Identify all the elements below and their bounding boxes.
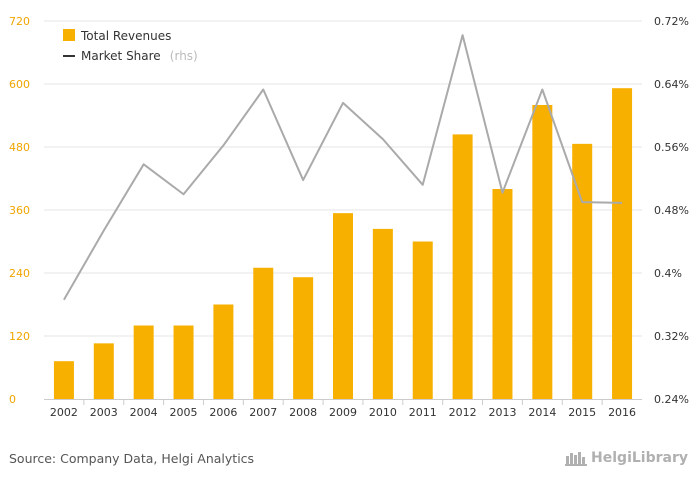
x-tick-label: 2007 [249, 406, 277, 419]
line-series [63, 34, 623, 301]
legend-label-market-share: Market Share (rhs) [81, 45, 198, 64]
left-tick-label: 360 [9, 204, 30, 217]
bar [572, 143, 593, 399]
x-tick-label: 2005 [170, 406, 198, 419]
x-tick-label: 2003 [90, 406, 118, 419]
library-icon [565, 452, 588, 466]
left-tick-label: 480 [9, 141, 30, 154]
bar [133, 325, 154, 399]
left-tick-label: 720 [9, 15, 30, 28]
x-tick-label: 2009 [329, 406, 357, 419]
legend: Total Revenues Market Share (rhs) [63, 29, 198, 64]
bar [532, 105, 553, 399]
right-tick-label: 0.72% [654, 15, 689, 28]
right-tick-label: 0.32% [654, 330, 689, 343]
legend-swatch-bar [63, 29, 75, 41]
bar [452, 134, 473, 399]
legend-label-market-share-suffix: (rhs) [170, 49, 198, 63]
right-tick-label: 0.56% [654, 141, 689, 154]
x-tick-label: 2004 [130, 406, 158, 419]
x-tick-label: 2002 [50, 406, 78, 419]
bar [412, 241, 433, 399]
x-tick-label: 2011 [409, 406, 437, 419]
right-tick-label: 0.64% [654, 78, 689, 91]
bar [53, 361, 74, 399]
bar [213, 304, 234, 399]
x-tick-label: 2006 [209, 406, 237, 419]
brand-logo: HelgiLibrary [565, 450, 688, 466]
x-axis-ticks: 2002 2003 2004 2005 2006 2007 2008 2009 2010 2011… [50, 399, 636, 419]
left-tick-label: 240 [9, 267, 30, 280]
source-note: Source: Company Data, Helgi Analytics [9, 451, 255, 466]
right-tick-label: 0.24% [654, 393, 689, 406]
brand-name: HelgiLibrary [591, 450, 688, 466]
bar [293, 277, 314, 399]
bar-series [53, 88, 633, 399]
bar [612, 88, 633, 399]
left-tick-label: 120 [9, 330, 30, 343]
x-tick-label: 2012 [449, 406, 477, 419]
x-tick-label: 2015 [568, 406, 596, 419]
x-tick-label: 2016 [608, 406, 636, 419]
left-tick-label: 600 [9, 78, 30, 91]
bar [372, 228, 393, 399]
x-tick-label: 2014 [528, 406, 556, 419]
bar [253, 267, 274, 399]
right-axis-ticks: 0.24% 0.32% 0.4% 0.48% 0.56% 0.64% 0.72% [654, 15, 689, 406]
legend-label-market-share-text: Market Share [81, 49, 161, 63]
legend-label-total-revenues: Total Revenues [80, 29, 171, 43]
x-tick-label: 2013 [488, 406, 516, 419]
x-tick-label: 2008 [289, 406, 317, 419]
right-tick-label: 0.4% [654, 267, 682, 280]
bar [333, 213, 353, 399]
bar [492, 189, 513, 399]
market-share-line [63, 34, 623, 301]
left-axis-ticks: 0 120 240 360 480 600 720 [9, 15, 30, 406]
right-tick-label: 0.48% [654, 204, 689, 217]
bar [173, 325, 194, 399]
bar [93, 343, 114, 399]
left-tick-label: 0 [9, 393, 16, 406]
x-tick-label: 2010 [369, 406, 397, 419]
